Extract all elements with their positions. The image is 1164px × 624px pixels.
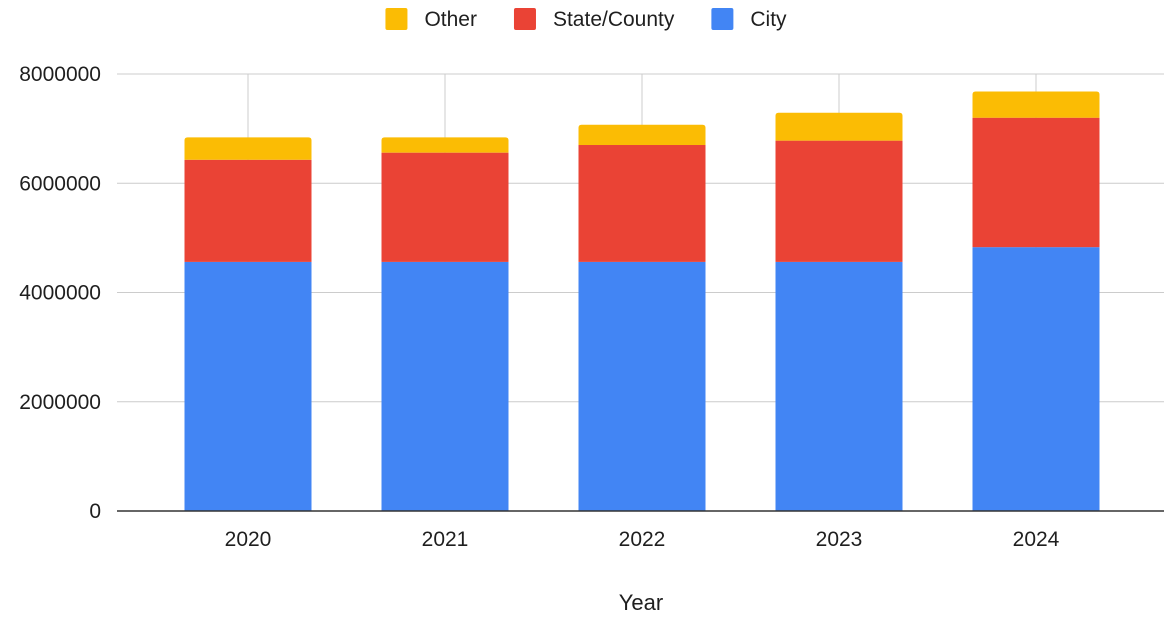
bar-segment-city-2023 bbox=[775, 261, 903, 511]
legend-item-city: City bbox=[711, 8, 787, 31]
bar-segment-other-2022 bbox=[578, 124, 706, 146]
legend-item-other: Other bbox=[385, 8, 477, 31]
y-tick-label: 0 bbox=[89, 500, 101, 523]
bar-segment-state-county-2023 bbox=[775, 140, 903, 262]
y-tick-label: 8000000 bbox=[19, 63, 101, 86]
x-tick-label: 2020 bbox=[225, 528, 272, 551]
bar-segment-state-county-2020 bbox=[184, 159, 312, 262]
y-tick-label: 4000000 bbox=[19, 282, 101, 305]
bar-segment-city-2022 bbox=[578, 261, 706, 511]
y-axis-ticks: 0 2000000 4000000 6000000 8000000 bbox=[19, 63, 101, 523]
x-tick-label: 2022 bbox=[619, 528, 666, 551]
legend-swatch-state-county bbox=[513, 8, 536, 30]
x-axis-title: Year bbox=[619, 590, 663, 615]
bars bbox=[184, 91, 1100, 511]
bar-segment-city-2021 bbox=[381, 261, 509, 511]
bar-segment-city-2020 bbox=[184, 261, 312, 511]
y-tick-label: 6000000 bbox=[19, 172, 101, 195]
legend-swatch-city bbox=[711, 8, 734, 30]
legend-label-city: City bbox=[750, 8, 787, 31]
x-axis-ticks: 2020 2021 2022 2023 2024 bbox=[117, 510, 1164, 551]
bar-segment-state-county-2022 bbox=[578, 145, 706, 262]
legend-label-other: Other bbox=[424, 8, 477, 31]
x-tick-label: 2024 bbox=[1013, 528, 1060, 551]
legend: Other State/County City bbox=[385, 8, 787, 31]
x-tick-label: 2021 bbox=[422, 528, 469, 551]
bar-segment-city-2024 bbox=[972, 247, 1100, 511]
bar-segment-state-county-2021 bbox=[381, 152, 509, 262]
bar-segment-state-county-2024 bbox=[972, 117, 1100, 248]
bar-segment-other-2024 bbox=[972, 91, 1100, 118]
legend-item-state-county: State/County bbox=[513, 8, 675, 31]
bar-segment-other-2023 bbox=[775, 112, 903, 141]
bar-segment-other-2020 bbox=[184, 137, 312, 160]
x-tick-label: 2023 bbox=[816, 528, 863, 551]
legend-label-state-county: State/County bbox=[553, 8, 675, 31]
legend-swatch-other bbox=[385, 8, 408, 30]
y-tick-label: 2000000 bbox=[19, 391, 101, 414]
bar-segment-other-2021 bbox=[381, 137, 509, 153]
